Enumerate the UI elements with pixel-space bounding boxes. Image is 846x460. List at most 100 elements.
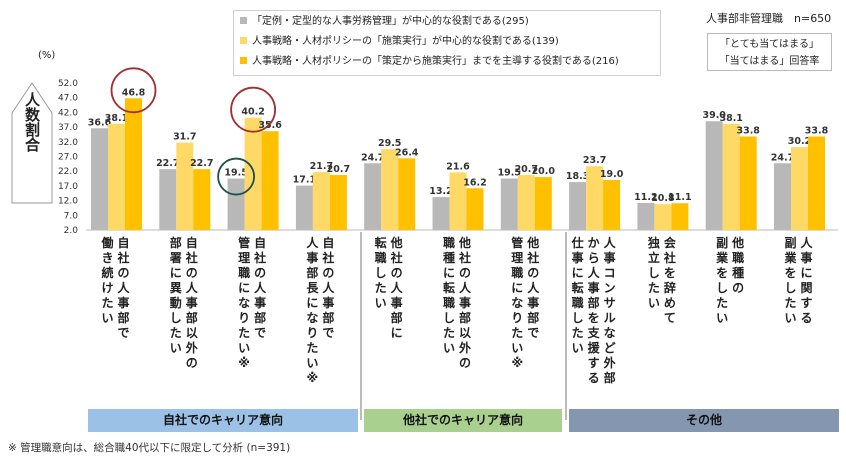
category-label-line: 部署に異動したい bbox=[169, 236, 182, 355]
data-label: 33.8 bbox=[805, 126, 829, 137]
footnote: ※ 管理職意向は、総合職40代以下に限定して分析 (n=391) bbox=[8, 442, 291, 454]
category-label-line: 人事部長になりたい※ bbox=[306, 236, 319, 385]
bar bbox=[654, 204, 672, 230]
data-label: 20.0 bbox=[532, 166, 556, 177]
data-label: 10.8 bbox=[651, 193, 675, 204]
category-label-line: 人事に関する bbox=[800, 236, 813, 325]
group-band-other: その他 bbox=[569, 409, 839, 432]
bar bbox=[193, 169, 211, 230]
y-tick-label: 32.0 bbox=[58, 138, 78, 148]
group-band-own-company: 自社でのキャリア意向 bbox=[88, 409, 358, 432]
bar bbox=[329, 175, 347, 230]
legend-swatch-2 bbox=[240, 36, 247, 44]
bar bbox=[398, 158, 416, 230]
highlight-circle bbox=[230, 86, 277, 133]
data-label: 39.0 bbox=[702, 110, 726, 121]
data-label: 22.7 bbox=[190, 158, 213, 169]
y-tick-label: 17.0 bbox=[58, 182, 78, 192]
bar bbox=[295, 185, 313, 230]
data-label: 13.2 bbox=[429, 186, 452, 197]
bar bbox=[449, 172, 467, 230]
bar bbox=[739, 136, 757, 230]
data-label: 30.2 bbox=[788, 136, 811, 147]
data-label: 24.7 bbox=[771, 152, 794, 163]
data-label: 19.5 bbox=[498, 168, 521, 179]
data-label: 33.8 bbox=[736, 126, 760, 137]
y-tick-label: 12.0 bbox=[58, 197, 78, 207]
y-axis-title: 人数割合 bbox=[23, 92, 41, 153]
bar bbox=[364, 163, 382, 230]
data-label: 19.5 bbox=[224, 168, 247, 179]
category-label-line: 副業をしたい bbox=[716, 236, 729, 325]
bar bbox=[312, 172, 330, 230]
data-label: 38.1 bbox=[105, 113, 128, 124]
category-label-line: 自社の人事部で bbox=[254, 236, 267, 340]
bar bbox=[108, 123, 125, 230]
category-label-line: から人事部を支援する bbox=[587, 236, 600, 385]
data-label: 21.6 bbox=[446, 161, 470, 172]
data-label: 20.7 bbox=[327, 164, 350, 175]
legend-swatch-1 bbox=[240, 16, 247, 24]
highlight-circle bbox=[217, 157, 256, 196]
bar bbox=[791, 147, 808, 230]
y-tick-label: 52.0 bbox=[58, 79, 78, 89]
note-line-1: 「とても当てはまる」 bbox=[720, 39, 819, 50]
legend-label-3: 人事戦略・人材ポリシーの「策定から施策実行」までを主導する役割である(216) bbox=[252, 56, 619, 67]
data-label: 16.2 bbox=[463, 177, 486, 188]
category-label-line: 管理職になりたい※ bbox=[238, 236, 251, 370]
bar bbox=[534, 177, 552, 230]
bar bbox=[722, 123, 740, 230]
bar bbox=[500, 178, 518, 230]
category-label-line: 管理職になりたい※ bbox=[511, 236, 524, 370]
data-label: 11.2 bbox=[634, 192, 657, 203]
respondents-count: 人事部非管理職 n=650 bbox=[706, 12, 832, 25]
category-label-line: 他社の人事部で bbox=[527, 236, 540, 340]
category-label-line: 他社の人事部に bbox=[390, 236, 403, 340]
data-label: 24.7 bbox=[361, 152, 384, 163]
data-label: 40.2 bbox=[241, 107, 264, 118]
bar bbox=[125, 98, 142, 231]
data-label: 26.4 bbox=[395, 147, 419, 158]
category-label-line: 人事コンサルなど外部 bbox=[603, 236, 616, 385]
data-label: 31.7 bbox=[173, 132, 196, 143]
bar bbox=[705, 121, 723, 230]
legend-item-2: 人事戦略・人材ポリシーの「施策実行」が中心的な役割である(139) bbox=[240, 34, 559, 50]
highlight-circle bbox=[110, 67, 157, 114]
y-tick-label: 22.0 bbox=[58, 167, 78, 177]
y-tick-label: 42.0 bbox=[58, 108, 78, 118]
bar bbox=[637, 202, 655, 230]
category-label-line: 独立したい bbox=[647, 236, 660, 310]
category-label-line: 自社の人事部以外の bbox=[185, 236, 198, 370]
bar bbox=[176, 142, 194, 230]
group-band-other-company: 他社でのキャリア意向 bbox=[364, 409, 562, 432]
data-label: 19.0 bbox=[600, 169, 624, 180]
bar bbox=[808, 136, 825, 230]
category-label-line: 副業をしたい bbox=[784, 236, 797, 325]
bar bbox=[774, 163, 791, 230]
category-label-line: 働き続けたい bbox=[101, 236, 114, 325]
category-label-line: 会社を辞めて bbox=[663, 236, 676, 325]
category-label-line: 職種に転職したい bbox=[442, 236, 455, 355]
response-rate-note: 「とても当てはまる」 「当てはまる」回答率 bbox=[707, 33, 832, 71]
data-label: 29.5 bbox=[378, 138, 401, 149]
category-label-line: 自社の人事部で bbox=[322, 236, 335, 340]
data-label: 35.6 bbox=[258, 120, 282, 131]
bar bbox=[381, 149, 399, 230]
bar bbox=[586, 166, 604, 230]
bar bbox=[517, 175, 535, 230]
y-tick-label: 37.0 bbox=[58, 123, 78, 133]
y-tick-label: 7.0 bbox=[64, 211, 79, 221]
data-label: 46.8 bbox=[122, 87, 146, 98]
y-axis-arrow bbox=[11, 82, 53, 204]
bar bbox=[227, 178, 245, 230]
bar bbox=[432, 197, 450, 230]
legend-item-3: 人事戦略・人材ポリシーの「策定から施策実行」までを主導する役割である(216) bbox=[240, 54, 619, 70]
y-tick-label: 47.0 bbox=[58, 94, 78, 104]
bar bbox=[91, 128, 108, 230]
data-label: 38.1 bbox=[719, 113, 742, 124]
data-label: 22.7 bbox=[156, 158, 179, 169]
note-line-2: 「当てはまる」回答率 bbox=[719, 56, 820, 67]
data-label: 23.7 bbox=[583, 155, 606, 166]
category-label-line: 自社の人事部で bbox=[117, 236, 130, 340]
